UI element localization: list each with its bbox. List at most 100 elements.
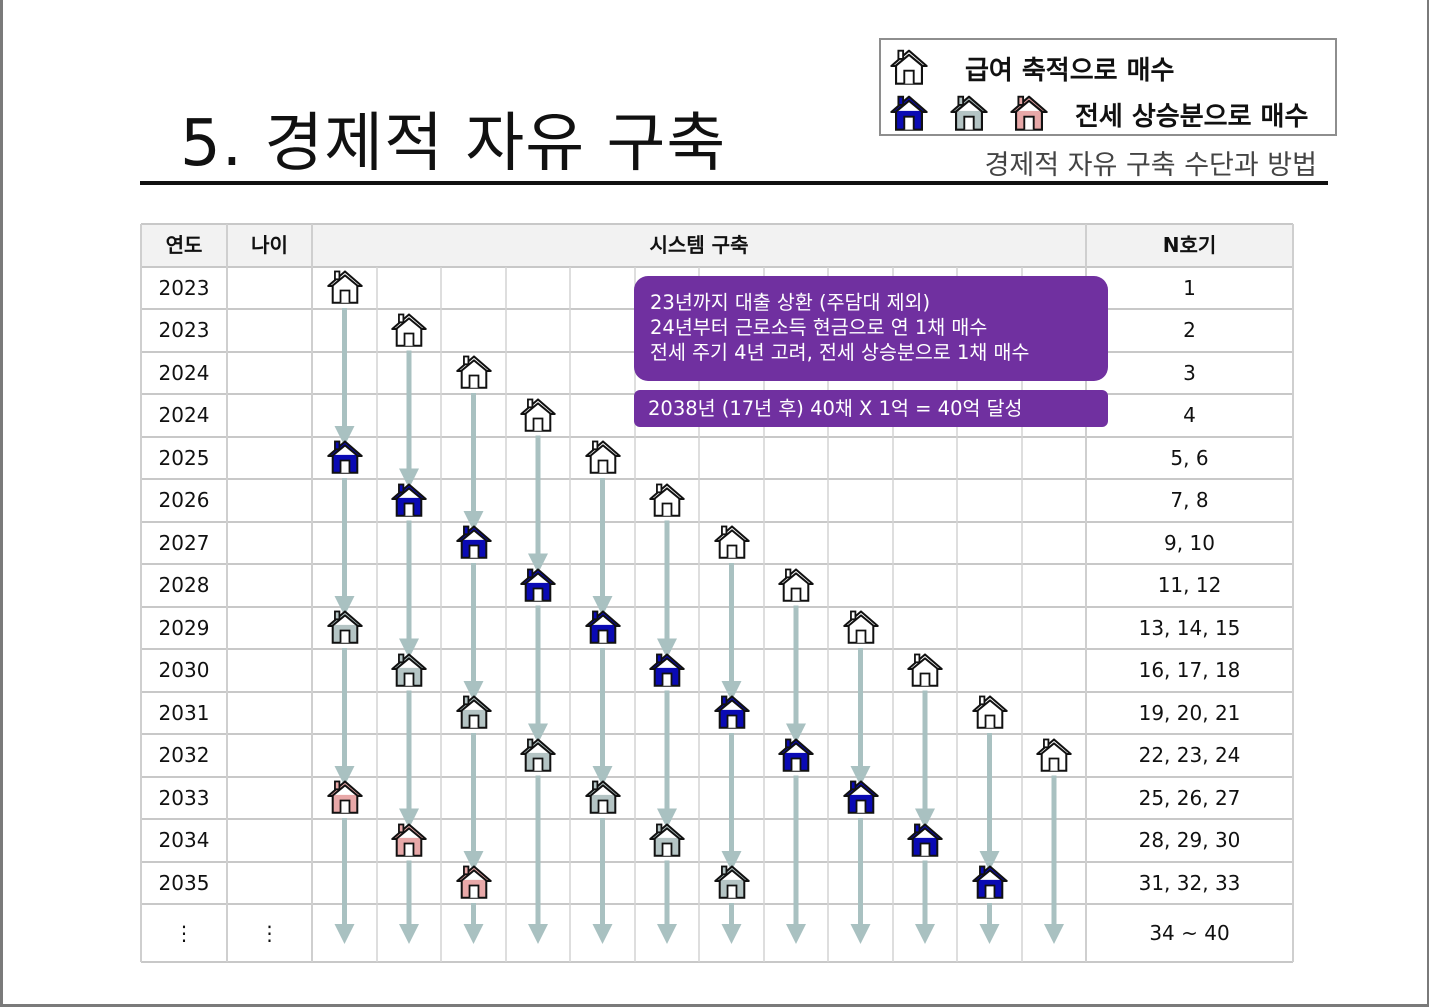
cell-count: 13, 14, 15	[1138, 616, 1241, 640]
cell-count: 19, 20, 21	[1138, 701, 1241, 725]
house-gray-icon	[390, 650, 428, 692]
house-blue-icon	[648, 650, 686, 692]
cell-age	[227, 309, 312, 352]
legend-row-salary: 급여 축적으로 매수	[889, 46, 1174, 90]
legend-label-salary: 급여 축적으로 매수	[965, 55, 1175, 86]
house-outline-icon	[713, 522, 751, 564]
callout-line-2: 24년부터 근로소득 현금으로 연 1채 매수	[650, 316, 988, 339]
cell-age	[227, 862, 312, 904]
cell-count: 25, 26, 27	[1138, 786, 1241, 810]
house-blue-icon	[713, 692, 751, 734]
table-header-background	[141, 224, 1293, 267]
house-gray-icon	[713, 862, 751, 904]
house-outline-icon	[842, 607, 880, 649]
header-year: 연도	[165, 233, 203, 257]
frame-bottom-border	[0, 1004, 1429, 1007]
cell-age	[227, 267, 312, 309]
house-gray-icon	[949, 92, 999, 136]
cell-count: 3	[1183, 361, 1196, 385]
house-outline-icon	[889, 46, 939, 90]
house-outline-icon	[906, 650, 944, 692]
house-blue-icon	[519, 565, 557, 607]
house-blue-icon	[455, 522, 493, 564]
house-outline-icon	[777, 565, 815, 607]
legend-box: 급여 축적으로 매수 전세 상승분으로 매수	[879, 38, 1337, 136]
house-gray-icon	[584, 777, 622, 819]
callout-line-1: 23년까지 대출 상환 (주담대 제외)	[650, 291, 931, 314]
house-outline-icon	[455, 352, 493, 394]
cell-year: 2027	[158, 531, 210, 555]
cell-count: 7, 8	[1170, 488, 1209, 512]
title-underline	[140, 181, 1328, 185]
header-age: 나이	[251, 233, 288, 257]
callout-plan: 23년까지 대출 상환 (주담대 제외) 24년부터 근로소득 현금으로 연 1…	[634, 276, 1108, 381]
cell-count: 22, 23, 24	[1138, 743, 1241, 767]
house-gray-icon	[455, 692, 493, 734]
cell-age	[227, 352, 312, 394]
legend-label-jeonse: 전세 상승분으로 매수	[1075, 101, 1309, 132]
page-title: 5. 경제적 자유 구축	[180, 107, 727, 181]
cell-age	[227, 437, 312, 479]
house-outline-icon	[971, 692, 1009, 734]
cell-age	[227, 607, 312, 649]
house-pink-icon	[390, 820, 428, 862]
cell-year: 2024	[158, 403, 210, 427]
cell-year: 2032	[158, 743, 210, 767]
house-gray-icon	[648, 820, 686, 862]
cell-count: 9, 10	[1164, 531, 1215, 555]
cell-year: 2033	[158, 786, 210, 810]
header-system: 시스템 구축	[649, 233, 749, 257]
house-gray-icon	[326, 607, 364, 649]
cell-age	[227, 522, 312, 564]
house-blue-icon	[326, 437, 364, 479]
cell-count: 2	[1183, 318, 1196, 342]
house-pink-icon	[326, 777, 364, 819]
house-pink-icon	[1009, 92, 1059, 136]
cell-count: 16, 17, 18	[1138, 658, 1241, 682]
cell-age	[227, 564, 312, 607]
cell-year: 2031	[158, 701, 210, 725]
cell-year: 2034	[158, 828, 210, 852]
cell-age	[227, 777, 312, 819]
header-count: N호기	[1162, 233, 1217, 257]
cell-year: 2028	[158, 573, 210, 597]
house-gray-icon	[519, 735, 557, 777]
house-pink-icon	[455, 862, 493, 904]
cell-age	[227, 649, 312, 692]
callout-line-3: 전세 주기 4년 고려, 전세 상승분으로 1채 매수	[650, 341, 1030, 364]
cell-count: 31, 32, 33	[1138, 871, 1241, 895]
cell-age: ⋮	[259, 921, 280, 945]
cell-year: 2025	[158, 446, 210, 470]
house-outline-icon	[390, 310, 428, 352]
cell-year: 2023	[158, 318, 210, 342]
cell-age	[227, 819, 312, 862]
house-outline-icon	[1035, 735, 1073, 777]
cell-count: 5, 6	[1170, 446, 1209, 470]
house-outline-icon	[648, 480, 686, 522]
cell-year: 2030	[158, 658, 210, 682]
cell-age	[227, 479, 312, 522]
cell-year: 2026	[158, 488, 210, 512]
house-blue-icon	[971, 862, 1009, 904]
house-blue-icon	[889, 92, 939, 136]
cell-count: 28, 29, 30	[1138, 828, 1241, 852]
house-blue-icon	[906, 820, 944, 862]
page-subtitle: 경제적 자유 구축 수단과 방법	[984, 150, 1317, 181]
house-blue-icon	[584, 607, 622, 649]
cell-year: 2035	[158, 871, 210, 895]
cell-count: 1	[1183, 276, 1196, 300]
cell-age	[227, 394, 312, 437]
cell-year: 2029	[158, 616, 210, 640]
callout-goal: 2038년 (17년 후) 40채 X 1억 = 40억 달성	[634, 390, 1108, 427]
house-blue-icon	[842, 777, 880, 819]
house-outline-icon	[326, 267, 364, 309]
house-blue-icon	[390, 480, 428, 522]
cell-year: 2023	[158, 276, 210, 300]
frame-left-border	[0, 0, 3, 1007]
house-outline-icon	[519, 395, 557, 437]
house-blue-icon	[777, 735, 815, 777]
cell-year: ⋮	[174, 921, 194, 945]
frame-right-border	[1427, 0, 1429, 1007]
cell-age	[227, 734, 312, 777]
cell-age	[227, 692, 312, 734]
